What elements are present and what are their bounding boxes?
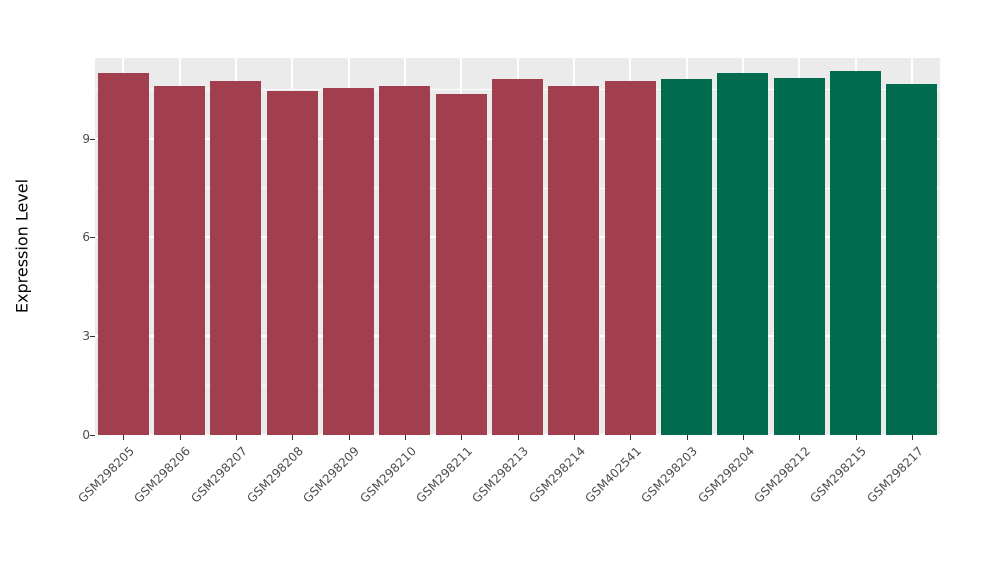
x-tick-label: GSM298206 [131,444,194,506]
x-tick-label: GSM298212 [751,444,814,506]
x-tick-mark [855,435,857,440]
x-tick-mark [179,435,181,440]
x-tick-label: GSM298203 [638,444,701,506]
x-tick-label: GSM298215 [807,444,870,506]
bar-GSM298217 [886,84,938,435]
bar-GSM298213 [492,79,543,435]
x-tick-mark [404,435,406,440]
bar-GSM298211 [435,94,487,435]
x-tick-mark [517,435,519,440]
x-tick-mark [686,435,688,440]
y-tick-mark [90,435,95,436]
x-tick-label: GSM298211 [413,444,476,506]
bar-GSM298214 [548,86,600,435]
plot-panel [95,58,940,436]
bar-GSM298212 [773,77,825,435]
x-tick-label: GSM298204 [695,444,757,506]
bar-GSM298205 [97,72,149,435]
bar-GSM402541 [604,81,656,435]
bar-GSM298203 [661,79,712,435]
y-axis-title-text: Expression Level [12,178,32,314]
y-tick-mark [90,138,95,140]
y-tick-label: 0 [82,428,90,442]
bar-GSM298206 [154,86,205,435]
x-tick-label: GSM298217 [864,444,926,506]
x-tick-mark [461,435,463,440]
x-tick-mark [123,435,125,440]
x-tick-label: GSM298208 [244,444,307,506]
x-tick-label: GSM298207 [188,444,250,506]
bar-GSM298204 [717,72,769,435]
bar-GSM298208 [266,90,318,435]
x-tick-mark [235,435,237,440]
y-tick-label: 9 [82,131,90,146]
y-tick-mark [90,336,95,338]
x-tick-mark [742,435,744,440]
y-tick-label: 3 [82,329,90,344]
y-tick-mark [90,237,95,239]
x-tick-label: GSM298205 [75,444,138,506]
x-tick-mark [799,435,801,440]
bar-GSM298209 [323,87,374,435]
x-tick-mark [630,435,632,440]
x-tick-mark [348,435,350,440]
x-tick-label: GSM298209 [300,444,363,506]
x-tick-label: GSM402541 [582,444,645,506]
bar-GSM298210 [379,86,431,435]
bar-GSM298207 [210,81,262,435]
bar-GSM298215 [830,71,881,435]
x-tick-mark [573,435,575,440]
x-tick-mark [292,435,294,440]
x-tick-label: GSM298213 [469,444,532,506]
x-tick-mark [911,435,913,440]
x-tick-label: GSM298214 [526,444,588,506]
y-tick-label: 6 [82,230,90,245]
x-tick-label: GSM298210 [357,444,419,506]
